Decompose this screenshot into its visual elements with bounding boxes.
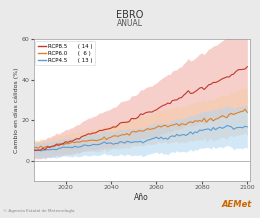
Text: EBRO: EBRO xyxy=(116,10,144,20)
Y-axis label: Cambio en días cálidos (%): Cambio en días cálidos (%) xyxy=(14,67,19,153)
Text: © Agencia Estatal de Meteorología: © Agencia Estatal de Meteorología xyxy=(3,209,74,213)
Legend: RCP8.5      ( 14 ), RCP6.0      (  6 ), RCP4.5      ( 13 ): RCP8.5 ( 14 ), RCP6.0 ( 6 ), RCP4.5 ( 13… xyxy=(35,41,95,65)
Text: AEMet: AEMet xyxy=(222,200,252,209)
Text: ANUAL: ANUAL xyxy=(117,19,143,27)
X-axis label: Año: Año xyxy=(134,193,149,202)
